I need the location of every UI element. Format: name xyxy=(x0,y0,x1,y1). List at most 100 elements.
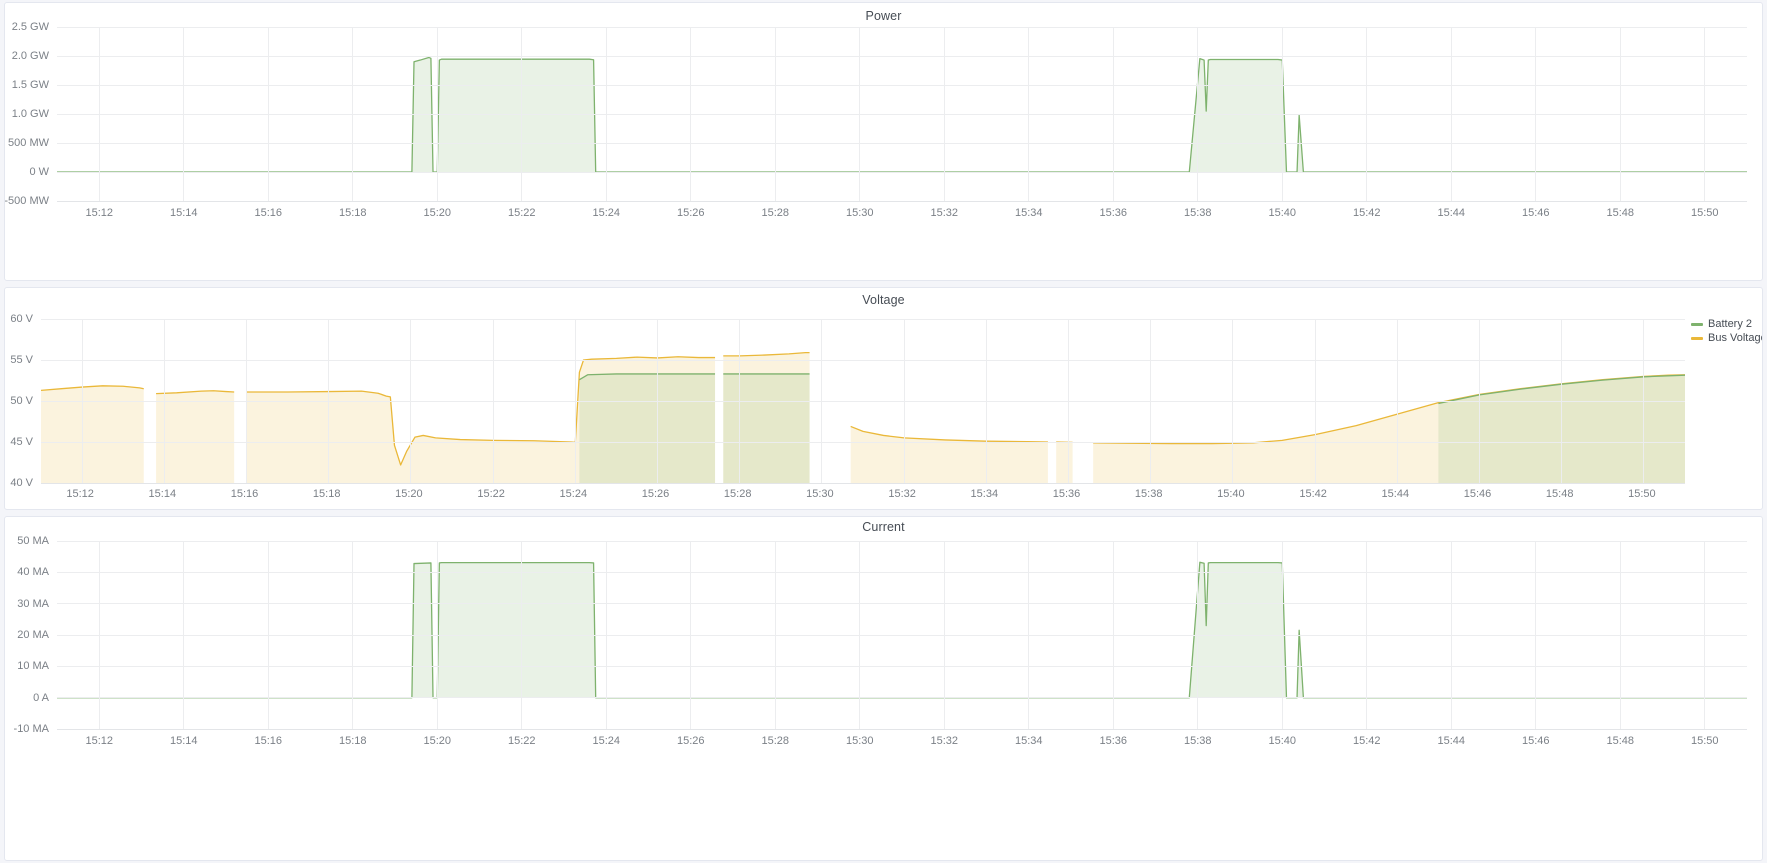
x-axis-tick-label: 15:24 xyxy=(592,735,621,747)
gridline-vertical xyxy=(775,27,776,201)
x-axis-tick-label: 15:20 xyxy=(423,207,452,219)
panel-title-power: Power xyxy=(865,9,902,23)
gridline-horizontal xyxy=(41,442,1685,443)
gridline-vertical xyxy=(82,319,83,483)
x-axis-tick-label: 15:48 xyxy=(1606,735,1635,747)
gridline-vertical xyxy=(521,27,522,201)
x-axis-tick-label: 15:36 xyxy=(1052,488,1081,500)
legend-item-label: Battery 2 xyxy=(1708,318,1753,330)
gridline-vertical xyxy=(1643,319,1644,483)
gridline-vertical xyxy=(904,319,905,483)
gridline-vertical xyxy=(1397,319,1398,483)
x-axis-tick-label: 15:30 xyxy=(806,488,834,500)
gridline-vertical xyxy=(1479,319,1480,483)
gridline-vertical xyxy=(352,541,353,729)
y-axis-tick-label: 2.5 GW xyxy=(11,21,49,33)
axis-baseline xyxy=(57,201,1747,202)
panel-title-voltage: Voltage xyxy=(862,293,905,307)
gridline-horizontal xyxy=(57,172,1747,173)
gridline-horizontal xyxy=(57,666,1747,667)
gridline-vertical xyxy=(99,541,100,729)
y-axis-tick-label: 40 V xyxy=(10,477,33,489)
y-axis-tick-label: 50 MA xyxy=(17,535,49,547)
gridline-vertical xyxy=(164,319,165,483)
x-axis-tick-label: 15:22 xyxy=(507,735,536,747)
gridline-vertical xyxy=(1113,541,1114,729)
gridline-vertical xyxy=(944,541,945,729)
y-axis-tick-label: -10 MA xyxy=(13,723,49,735)
x-axis-tick-label: 15:12 xyxy=(85,207,114,219)
panel-voltage[interactable]: Voltage 60 V 55 V 50 V 45 V 40 V 15:12 15:14 1… xyxy=(4,287,1763,510)
legend-item-bus-voltage[interactable]: Bus Voltage xyxy=(1691,331,1762,345)
gridline-vertical xyxy=(775,541,776,729)
x-axis-tick-label: 15:48 xyxy=(1545,488,1574,500)
x-axis-tick-label: 15:14 xyxy=(169,735,198,747)
gridline-horizontal xyxy=(57,114,1747,115)
x-axis-tick-label: 15:28 xyxy=(761,207,790,219)
gridline-vertical xyxy=(1028,27,1029,201)
gridline-horizontal xyxy=(41,401,1685,402)
gridline-vertical xyxy=(1068,319,1069,483)
legend-voltage[interactable]: Battery 2 Bus Voltage xyxy=(1691,317,1762,345)
x-axis-tick-label: 15:14 xyxy=(148,488,177,500)
gridline-vertical xyxy=(821,319,822,483)
axis-baseline xyxy=(41,483,1685,484)
gridline-vertical xyxy=(1704,27,1705,201)
gridline-vertical xyxy=(1150,319,1151,483)
panel-title-current: Current xyxy=(862,520,905,534)
x-axis-tick-label: 15:30 xyxy=(845,207,874,219)
x-axis-tick-label: 15:46 xyxy=(1521,207,1550,219)
plot-area-power[interactable] xyxy=(57,27,1747,202)
gridline-vertical xyxy=(1451,27,1452,201)
gridline-horizontal xyxy=(57,56,1747,57)
gridline-vertical xyxy=(1366,541,1367,729)
gridline-vertical xyxy=(183,541,184,729)
gridline-vertical xyxy=(1315,319,1316,483)
x-axis-tick-label: 15:40 xyxy=(1268,207,1297,219)
x-axis-tick-label: 15:18 xyxy=(338,207,367,219)
gridline-vertical xyxy=(246,319,247,483)
x-axis-tick-label: 15:28 xyxy=(723,488,752,500)
x-axis-tick-label: 15:16 xyxy=(254,735,283,747)
x-axis-tick-label: 15:12 xyxy=(66,488,94,500)
x-axis-tick-label: 15:30 xyxy=(845,735,874,747)
x-axis-tick-label: 15:50 xyxy=(1690,207,1719,219)
x-axis-tick-label: 15:38 xyxy=(1134,488,1163,500)
x-axis-tick-label: 15:44 xyxy=(1437,735,1466,747)
gridline-vertical xyxy=(1232,319,1233,483)
gridline-vertical xyxy=(1028,541,1029,729)
gridline-vertical xyxy=(859,541,860,729)
plot-area-voltage[interactable] xyxy=(41,319,1685,484)
x-axis-tick-label: 15:12 xyxy=(85,735,114,747)
gridline-horizontal xyxy=(57,603,1747,604)
x-axis-tick-label: 15:16 xyxy=(254,207,283,219)
gridline-vertical xyxy=(606,541,607,729)
x-axis-tick-label: 15:42 xyxy=(1352,735,1381,747)
x-axis-tick-label: 15:26 xyxy=(641,488,670,500)
gridline-vertical xyxy=(268,541,269,729)
panel-power[interactable]: Power 2.5 GW 2.0 GW 1.5 GW 1.0 GW 500 MW 0 W -… xyxy=(4,2,1763,281)
y-axis-tick-label: 45 V xyxy=(10,436,33,448)
x-axis-tick-label: 15:38 xyxy=(1183,207,1212,219)
gridline-vertical xyxy=(1535,541,1536,729)
gridline-vertical xyxy=(1704,541,1705,729)
gridline-vertical xyxy=(986,319,987,483)
gridline-horizontal xyxy=(57,635,1747,636)
gridline-vertical xyxy=(1113,27,1114,201)
panel-current[interactable]: Current 50 MA 40 MA 30 MA 20 MA 10 MA 0 A -10 … xyxy=(4,516,1763,861)
gridline-vertical xyxy=(437,27,438,201)
gridline-vertical xyxy=(493,319,494,483)
gridline-vertical xyxy=(99,27,100,201)
y-axis-tick-label: -500 MW xyxy=(4,195,49,207)
gridline-vertical xyxy=(1282,27,1283,201)
x-axis-tick-label: 15:26 xyxy=(676,735,705,747)
x-axis-tick-label: 15:36 xyxy=(1099,735,1128,747)
gridline-horizontal xyxy=(41,319,1685,320)
gridline-vertical xyxy=(859,27,860,201)
x-axis-tick-label: 15:28 xyxy=(761,735,790,747)
y-axis-tick-label: 50 V xyxy=(10,395,33,407)
x-axis-tick-label: 15:34 xyxy=(970,488,999,500)
legend-item-battery-2[interactable]: Battery 2 xyxy=(1691,317,1762,331)
plot-area-current[interactable] xyxy=(57,541,1747,730)
